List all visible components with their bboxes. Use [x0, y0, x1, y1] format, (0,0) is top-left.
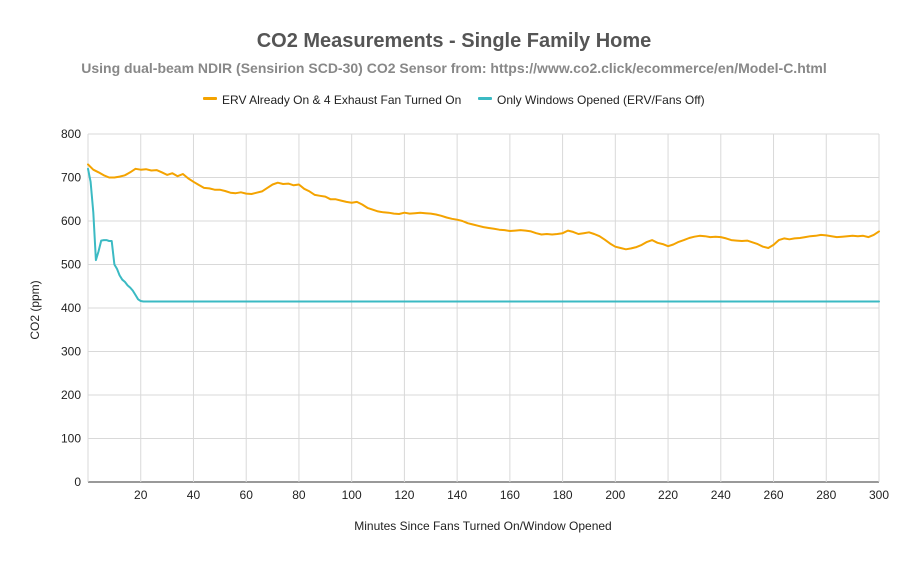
- x-tick-label: 300: [869, 488, 889, 502]
- legend-swatch-erv: [203, 97, 217, 100]
- legend-label-erv: ERV Already On & 4 Exhaust Fan Turned On: [222, 93, 461, 107]
- y-tick-label: 600: [61, 214, 81, 228]
- y-tick-label: 700: [61, 171, 81, 185]
- series-line-windows: [87, 167, 880, 303]
- y-tick-label: 800: [61, 127, 81, 141]
- chart-title: CO2 Measurements - Single Family Home: [257, 30, 652, 52]
- chart-subtitle: Using dual-beam NDIR (Sensirion SCD-30) …: [81, 60, 827, 76]
- x-tick-label: 40: [187, 488, 201, 502]
- x-axis-label: Minutes Since Fans Turned On/Window Open…: [354, 519, 611, 533]
- y-tick-label: 0: [74, 475, 81, 489]
- x-tick-label: 280: [816, 488, 836, 502]
- y-tick-label: 400: [61, 301, 81, 315]
- x-tick-label: 160: [500, 488, 520, 502]
- series-lines: [87, 163, 880, 303]
- x-axis-ticks: 20 40 60 80 100 120 140 160 180 200 220 240 260 280 30…: [134, 488, 889, 502]
- x-tick-label: 120: [394, 488, 414, 502]
- y-tick-label: 300: [61, 345, 81, 359]
- y-tick-label: 100: [61, 432, 81, 446]
- x-tick-label: 100: [342, 488, 362, 502]
- legend-item-erv: ERV Already On & 4 Exhaust Fan Turned On: [203, 93, 461, 107]
- x-tick-label: 200: [605, 488, 625, 502]
- x-tick-label: 260: [764, 488, 784, 502]
- legend-label-windows: Only Windows Opened (ERV/Fans Off): [497, 93, 705, 107]
- y-axis-label: CO2 (ppm): [28, 280, 42, 339]
- x-tick-label: 20: [134, 488, 148, 502]
- x-tick-label: 140: [447, 488, 467, 502]
- x-tick-label: 80: [292, 488, 306, 502]
- x-tick-label: 60: [240, 488, 254, 502]
- legend: ERV Already On & 4 Exhaust Fan Turned On…: [203, 93, 705, 107]
- y-tick-label: 500: [61, 258, 81, 272]
- y-axis-ticks: 0 100 200 300 400 500 600 700 800: [61, 127, 81, 489]
- legend-item-windows: Only Windows Opened (ERV/Fans Off): [478, 93, 705, 107]
- x-tick-label: 240: [711, 488, 731, 502]
- x-tick-label: 220: [658, 488, 678, 502]
- series-line-erv: [87, 163, 880, 251]
- grid-lines: [87, 133, 880, 483]
- y-tick-label: 200: [61, 388, 81, 402]
- x-tick-label: 180: [553, 488, 573, 502]
- legend-swatch-windows: [478, 97, 492, 100]
